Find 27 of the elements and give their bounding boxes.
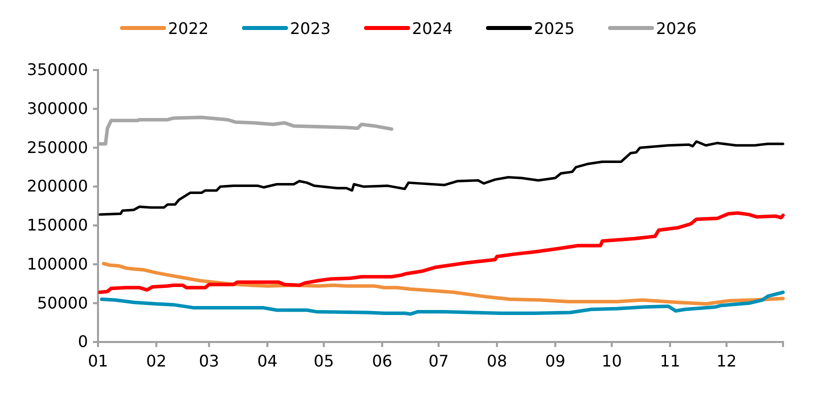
x-tick-label: 09 (545, 351, 566, 370)
legend-label: 2026 (656, 19, 697, 38)
y-tick-label: 250000 (26, 138, 88, 157)
x-tick-label: 11 (660, 351, 680, 370)
x-tick-label: 05 (314, 351, 334, 370)
line-series (98, 211, 785, 294)
x-tick-label: 07 (428, 351, 449, 370)
x-tick-label: 04 (257, 351, 278, 370)
x-tick-label: 03 (198, 351, 220, 370)
x-tick-label: 01 (88, 351, 108, 370)
y-tick-label: 50000 (37, 293, 88, 312)
y-tick-label: 150000 (26, 216, 88, 235)
line-series (102, 262, 785, 306)
x-tick-label: 02 (146, 351, 167, 370)
legend-label: 2022 (168, 19, 209, 38)
legend-label: 2025 (534, 19, 575, 38)
x-tick-label: 06 (372, 351, 392, 370)
y-tick-label: 200000 (26, 176, 88, 196)
y-tick-label: 350000 (26, 60, 88, 80)
y-tick-label: 0 (78, 332, 88, 352)
x-tick-label: 08 (486, 351, 508, 370)
y-tick-label: 300000 (26, 98, 88, 118)
legend-label: 2023 (290, 19, 331, 38)
y-tick-label: 100000 (26, 254, 88, 274)
legend-label: 2024 (412, 19, 453, 38)
x-tick-label: 10 (602, 351, 622, 370)
x-tick-label: 12 (716, 351, 737, 370)
